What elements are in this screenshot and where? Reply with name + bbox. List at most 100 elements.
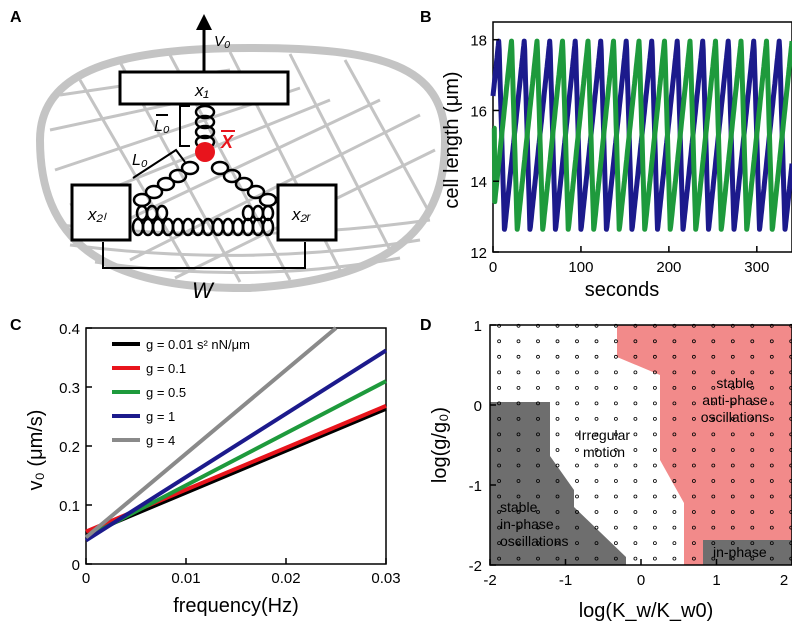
panel-d-sample-dot [575,354,579,359]
panel-d-sample-dot [555,401,560,406]
panel-d-sample-dot [516,385,521,390]
panel-d-sample-dot [516,339,521,344]
left-diagonal-spring [132,160,200,208]
node-x2r-box [276,183,338,242]
panel-d-sample-dot [730,448,735,452]
panel-d-sample-dot [555,370,560,375]
panel-d-sample-dot [614,525,618,530]
panel-d-sample-dot [516,510,521,514]
panel-d-sample-dot [497,370,502,375]
panel-c-legend-label: g = 4 [146,433,175,448]
panel-d-sample-dot [711,401,716,406]
panel-c-legend-label: g = 0.01 s² nN/μm [146,337,250,352]
panel-d-sample-dot [575,510,579,514]
panel-b-y-tick-label: 18 [470,33,487,50]
panel-d-sample-dot [536,432,540,437]
panel-d-sample-dot [516,463,521,468]
panel-d-sample-dot [730,525,735,530]
panel-c-y-tick-label: 0.3 [59,380,80,397]
panel-d-sample-dot [769,463,774,468]
panel-d-sample-dot [711,416,716,421]
panel-d-sample-dot [497,432,502,437]
panel-d-sample-dot [672,385,677,390]
panel-c-x-axis-label: frequency(Hz) [173,595,299,617]
panel-b-letter: B [420,9,432,26]
panel-d-sample-dot [497,401,502,406]
panel-b-x-tick-label: 100 [568,259,593,276]
panel-b-x-ticks: 0 100 200 300 [489,246,769,276]
panel-d-sample-dot [750,541,755,545]
panel-d-sample-dot [594,556,599,561]
panel-c-y-tick-label: 0.2 [59,439,80,456]
panel-d-sample-dot [769,525,774,530]
panel-d-sample-dot [672,510,677,514]
panel-d-y-tick-label: -2 [469,558,482,575]
panel-d-sample-dot [769,385,774,390]
panel-d-sample-dot [594,541,599,545]
panel-d-sample-dot [575,416,579,421]
panel-c-x-tick-label: 0.02 [271,570,300,587]
panel-c-x-tick-label: 0.03 [371,570,400,587]
panel-d-sample-dot [594,354,599,359]
panel-d-sample-dot [750,354,755,359]
panel-c-y-axis-label: v₀ (μm/s) [25,410,47,491]
width-bracket [102,242,306,269]
panel-d-sample-dot [614,494,618,499]
panel-d-sample-dot [594,510,599,514]
panel-d-sample-dot [555,479,560,483]
panel-d-sample-dot [555,416,560,421]
panel-d-sample-dot [653,370,657,375]
panel-d-sample-dot [789,339,792,344]
panel-d-sample-dot [633,370,638,375]
panel-c-x-tick-label: 0.01 [171,570,200,587]
panel-d-sample-dot [536,354,540,359]
panel-d-sample-dot [789,510,792,514]
panel-c-legend: g = 0.01 s² nN/μm g = 0.1 g = 0.5 g = 1 g = … [112,337,250,448]
panel-d-sample-dot [555,541,560,545]
panel-d-sample-dot [769,416,774,421]
diagonal-length-label: L₀ [132,152,148,169]
panel-d-x-tick-label: 0 [637,572,645,589]
panel-d-region-label: motion [583,444,625,460]
panel-d-sample-dot [555,385,560,390]
panel-d-sample-dot [614,432,618,437]
panel-d-sample-dot [575,432,579,437]
panel-c-letter: C [10,317,22,334]
panel-d-region-label: Irregular [578,427,630,443]
panel-d-sample-dot [594,463,599,468]
panel-d-sample-dot [497,525,502,530]
panel-d-sample-dot [711,432,716,437]
panel-d-sample-dot [750,370,755,375]
panel-d-sample-dot [789,417,792,421]
panel-d-sample-dot [730,463,735,468]
panel-d-sample-dot [497,354,502,359]
panel-d-sample-dot [730,541,735,545]
region-in-phase-left [490,402,626,565]
panel-d-sample-dot [575,385,579,390]
panel-d-y-ticks: -2 -1 0 1 [469,318,496,575]
panel-d-sample-dot [730,385,735,390]
panel-b-plot [490,38,792,232]
panel-d-sample-dot [653,416,657,421]
panel-c-series-line-4 [84,348,388,543]
panel-d-sample-dot [730,556,735,561]
panel-d-sample-dot [750,525,755,530]
panel-d-sample-dot [497,510,502,514]
panel-d-sample-dot [633,432,638,437]
panel-d-sample-dot [711,354,716,359]
panel-d-sample-dot [711,339,716,344]
panel-d-sample-dot [769,541,774,545]
panel-d-sample-dot [730,416,735,421]
panel-d-sample-dot [672,479,677,483]
panel-d-sample-dot [672,432,677,437]
panel-d-sample-dot [692,479,696,483]
panel-d-sample-dot [633,525,638,530]
panel-d-sample-dot [575,448,579,452]
panel-d-sample-dot [750,463,755,468]
panel-d-sample-dot [730,510,735,514]
panel-d-sample-dot [614,339,618,344]
panel-d-sample-dot [594,448,599,452]
panel-d-sample-dot [594,479,599,483]
rest-length-bracket [179,105,190,147]
panel-d-x-tick-label: -2 [483,572,496,589]
